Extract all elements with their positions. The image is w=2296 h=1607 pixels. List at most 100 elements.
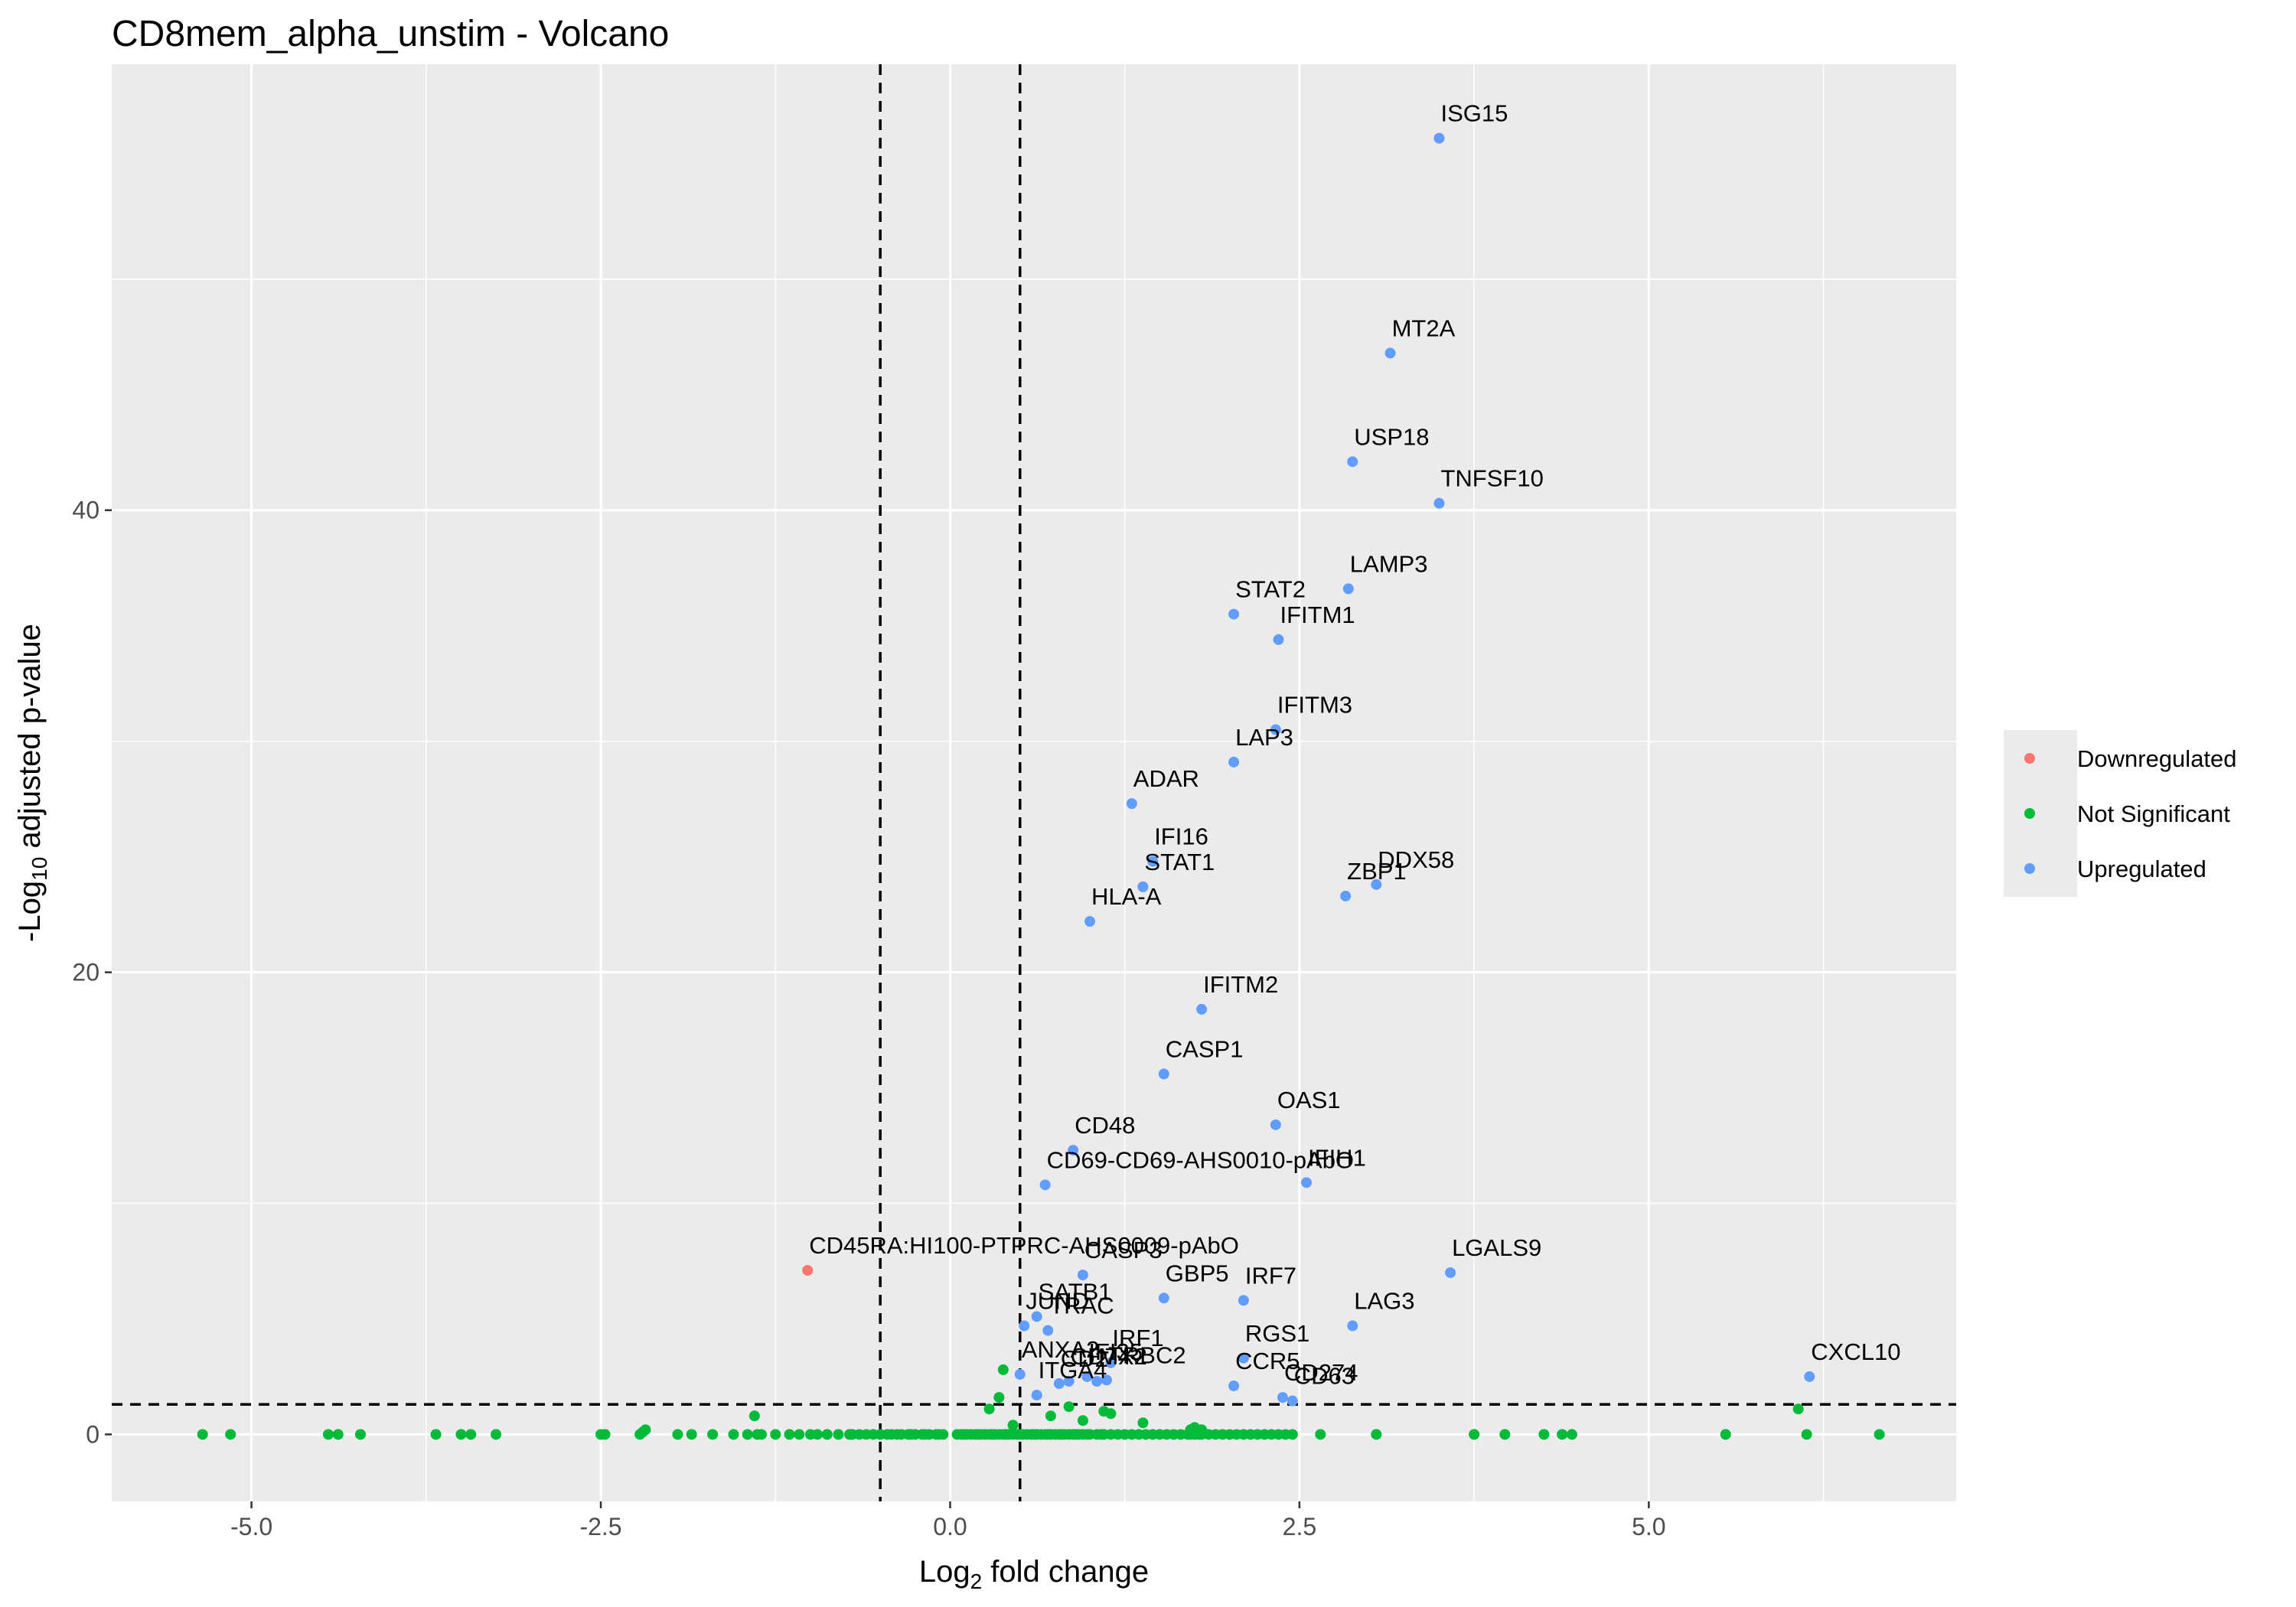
x-tick-label: 5.0	[1632, 1513, 1665, 1540]
point-not-significant	[770, 1429, 781, 1440]
gene-label: STAT2	[1235, 576, 1306, 603]
point-upregulated	[1031, 1311, 1042, 1322]
gene-label: CD69-CD69-AHS0010-pAbO	[1047, 1146, 1354, 1173]
y-axis-ticks: 0 20 40	[72, 497, 112, 1448]
plot-panel	[112, 64, 1956, 1501]
gene-label: ADAR	[1133, 765, 1199, 792]
point-not-significant	[1315, 1429, 1326, 1440]
point-not-significant	[1077, 1415, 1088, 1426]
point-not-significant	[1287, 1429, 1298, 1440]
point-not-significant	[794, 1429, 805, 1440]
point-upregulated	[1014, 1368, 1026, 1380]
legend-label-upregulated: Upregulated	[2077, 856, 2206, 882]
threshold-lines	[112, 64, 1956, 1501]
point-not-significant	[1566, 1429, 1577, 1440]
point-not-significant	[1185, 1424, 1196, 1436]
point-upregulated	[1091, 1375, 1103, 1387]
gene-label: CD48	[1075, 1112, 1135, 1139]
point-not-significant	[197, 1429, 208, 1440]
point-not-significant	[833, 1429, 844, 1440]
x-axis-title: Log2 fold change	[919, 1555, 1149, 1593]
point-not-significant	[1792, 1403, 1804, 1415]
legend-key-not-significant	[2024, 808, 2035, 819]
gene-label: HLA-A	[1091, 883, 1162, 910]
point-upregulated	[1287, 1395, 1298, 1407]
gene-label: OAS1	[1277, 1087, 1341, 1113]
gene-label: IRF1	[1112, 1325, 1163, 1351]
chart-title: CD8mem_alpha_unstim - Volcano	[112, 14, 669, 54]
point-not-significant	[1874, 1429, 1885, 1440]
point-upregulated	[1804, 1371, 1815, 1382]
point-upregulated	[1105, 1357, 1117, 1368]
point-upregulated	[1084, 916, 1096, 927]
gene-label: USP18	[1354, 423, 1429, 450]
point-not-significant	[1105, 1408, 1117, 1420]
point-not-significant	[1371, 1429, 1382, 1440]
gene-label: CCR5	[1235, 1348, 1300, 1374]
point-upregulated	[1137, 881, 1149, 892]
point-upregulated	[1270, 1119, 1281, 1130]
gene-label: CASP1	[1166, 1035, 1244, 1062]
y-tick-label: 40	[72, 497, 99, 524]
point-not-significant	[1196, 1424, 1208, 1436]
x-tick-label: 2.5	[1283, 1513, 1316, 1540]
point-not-significant	[993, 1392, 1005, 1403]
point-upregulated	[1445, 1267, 1456, 1279]
point-upregulated	[1031, 1390, 1042, 1401]
point-upregulated	[1347, 456, 1358, 468]
point-not-significant	[430, 1429, 442, 1440]
point-not-significant	[983, 1403, 995, 1415]
gene-label: MX2	[1098, 1343, 1147, 1370]
gene-label: LAG3	[1354, 1288, 1414, 1315]
point-upregulated	[1077, 1270, 1088, 1281]
gene-label: IFI35	[1088, 1338, 1143, 1365]
point-not-significant	[997, 1364, 1009, 1375]
point-upregulated	[1039, 1179, 1051, 1191]
point-not-significant	[1469, 1429, 1480, 1440]
point-not-significant	[748, 1410, 760, 1422]
gene-label: IFITM2	[1203, 971, 1278, 998]
point-upregulated	[1228, 1380, 1240, 1392]
gene-label: TRBC2	[1108, 1341, 1186, 1368]
gene-label: CASP3	[1084, 1237, 1163, 1263]
point-not-significant	[686, 1429, 697, 1440]
point-not-significant	[728, 1429, 739, 1440]
point-upregulated	[1126, 798, 1137, 810]
point-not-significant	[491, 1429, 502, 1440]
point-upregulated	[1433, 497, 1445, 509]
gene-label: CD45RA:HI100-PTPRC-AHS0009-pAbO	[809, 1232, 1239, 1259]
point-not-significant	[812, 1429, 823, 1440]
gene-label: IFIH1	[1308, 1144, 1366, 1171]
point-upregulated	[1196, 1003, 1208, 1015]
gene-label: IRF7	[1245, 1262, 1296, 1289]
point-not-significant	[1007, 1420, 1019, 1431]
legend: Downregulated Not Significant Upregulate…	[2004, 730, 2237, 897]
point-not-significant	[465, 1429, 477, 1440]
y-axis-title: -Log10 adjusted p-value	[13, 624, 51, 942]
point-upregulated	[1384, 347, 1396, 359]
point-downregulated	[802, 1265, 814, 1276]
point-upregulated	[1371, 878, 1382, 890]
gene-label: ISG15	[1440, 100, 1508, 127]
y-tick-label: 20	[72, 959, 99, 986]
point-upregulated	[1101, 1374, 1112, 1386]
point-not-significant	[1499, 1429, 1511, 1440]
x-tick-label: 0.0	[933, 1513, 967, 1540]
point-upregulated	[1433, 132, 1445, 144]
point-not-significant	[707, 1429, 719, 1440]
point-upregulated	[1270, 724, 1281, 735]
legend-key-upregulated	[2024, 863, 2035, 874]
point-not-significant	[742, 1429, 753, 1440]
gene-label: CD2	[1061, 1345, 1108, 1372]
point-upregulated	[1158, 1068, 1169, 1080]
gene-label: STAT1	[1144, 849, 1215, 875]
point-not-significant	[821, 1429, 833, 1440]
point-not-significant	[225, 1429, 236, 1440]
gene-label: CD63	[1294, 1363, 1355, 1390]
data-points	[197, 132, 1885, 1440]
legend-label-downregulated: Downregulated	[2077, 745, 2237, 772]
gene-label: IFI16	[1154, 823, 1208, 850]
point-not-significant	[755, 1429, 767, 1440]
point-not-significant	[1045, 1410, 1056, 1422]
